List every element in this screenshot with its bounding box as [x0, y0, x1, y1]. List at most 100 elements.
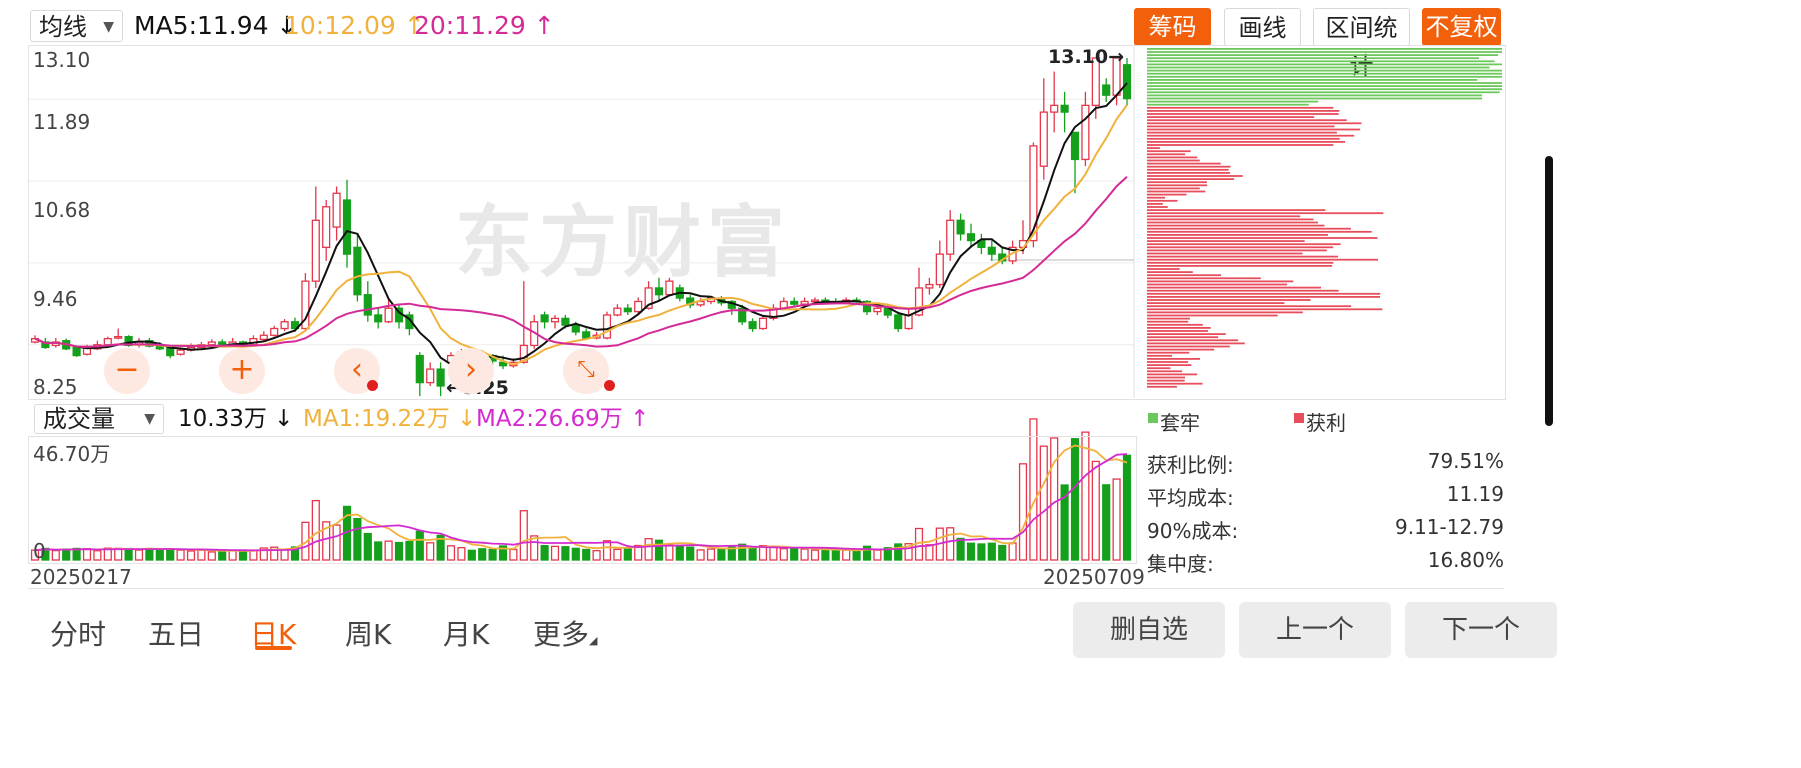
chips-button[interactable]: 筹码 [1134, 8, 1211, 46]
chip-bar [1147, 342, 1245, 345]
chip-bar [1147, 144, 1334, 146]
volume-bar [561, 546, 570, 561]
volume-bar [1091, 460, 1100, 561]
tab-daily-k[interactable]: 日K [250, 618, 297, 651]
candle-body [946, 219, 955, 255]
volume-bar [301, 521, 310, 561]
volume-bar [613, 548, 622, 561]
chip-bar [1147, 51, 1502, 53]
candle-body [270, 327, 279, 336]
candle-body [1029, 145, 1038, 242]
chip-bar [1147, 60, 1495, 63]
candle-body [1122, 64, 1132, 100]
volume-bar [530, 535, 539, 561]
volume-bar [821, 549, 830, 561]
chip-bar [1147, 224, 1325, 227]
chip-bar [1147, 79, 1478, 81]
next-button[interactable]: 下一个 [1405, 602, 1557, 658]
stat-label: 获利比例: [1147, 453, 1234, 477]
chip-bar [1147, 373, 1198, 376]
candle-body [654, 287, 664, 296]
chip-bar [1147, 327, 1211, 329]
chip-bar [1147, 305, 1352, 308]
volume-selector[interactable]: 成交量 ▼ [34, 404, 164, 434]
chip-bar [1147, 196, 1165, 199]
chevron-down-icon: ▼ [144, 411, 155, 427]
tab-monthly-k[interactable]: 月K [443, 618, 490, 651]
stat-value: 11.19 [1446, 482, 1504, 506]
chip-bar [1147, 203, 1163, 205]
volume-bar [498, 545, 508, 561]
zoom-in-button[interactable]: + [219, 348, 265, 394]
candle-body [758, 317, 768, 330]
chip-bar [1147, 351, 1190, 354]
volume-bar [353, 517, 362, 561]
chip-bar [1147, 382, 1203, 385]
volume-bar [592, 549, 601, 561]
volume-bar [384, 540, 393, 561]
candle-body [613, 307, 622, 316]
indicator-selector-label: 均线 [39, 13, 87, 41]
volume-bar [946, 527, 955, 561]
chip-bar [1147, 230, 1372, 233]
chip-bar [1147, 184, 1208, 187]
volume-bar [571, 547, 580, 561]
candle-body [540, 314, 549, 323]
candle-body [790, 300, 799, 305]
end-date: 20250709 [1043, 565, 1145, 589]
candle-body [384, 307, 393, 323]
price-tick: 13.10 [33, 48, 91, 72]
tab-intraday[interactable]: 分时 [50, 618, 107, 651]
chip-bar [1147, 134, 1355, 137]
scrollbar[interactable] [1545, 156, 1553, 426]
volume-bar [259, 547, 268, 561]
previous-button[interactable]: 上一个 [1239, 602, 1391, 658]
volume-value: 10.33万 ↓ [178, 406, 294, 432]
volume-bar [186, 550, 196, 561]
volume-ma-line [34, 453, 1128, 552]
chip-bar [1147, 193, 1187, 196]
ma5-value: MA5:11.94 ↓ [134, 11, 298, 40]
tab-more-label: 更多 [533, 618, 590, 651]
watermark: 东方财富 [455, 198, 792, 288]
volume-ma1: MA1:19.22万 ↓ [303, 406, 477, 432]
kline-panel[interactable] [28, 45, 1506, 400]
volume-bar [582, 548, 591, 561]
chevron-left-icon: ‹ [351, 352, 363, 387]
candle-body [519, 344, 528, 363]
volume-bar [706, 548, 716, 561]
chip-bar [1147, 181, 1207, 184]
candle-body [207, 341, 216, 346]
chip-bar [1147, 125, 1335, 128]
candle-body [1102, 84, 1111, 96]
volume-bar [779, 548, 788, 561]
indicator-selector[interactable]: 均线 ▼ [30, 10, 123, 42]
volume-panel[interactable] [28, 436, 1137, 564]
zoom-out-button[interactable]: − [104, 348, 150, 394]
chip-bar [1147, 286, 1321, 289]
candle-body [301, 280, 310, 330]
candle-body [1060, 104, 1069, 113]
chip-bar [1147, 234, 1328, 236]
remove-watchlist-button[interactable]: 删自选 [1073, 602, 1225, 658]
candle-body [665, 280, 674, 296]
chip-bar [1147, 63, 1502, 66]
candle-body [925, 283, 934, 289]
volume-bar [1060, 484, 1069, 561]
volume-bar [1112, 478, 1121, 561]
tab-more[interactable]: 更多◢ [533, 613, 597, 653]
reset-zoom-button[interactable]: ⤡ [563, 348, 609, 394]
no-adjust-button[interactable]: 不复权 [1422, 8, 1501, 46]
candle-body [1081, 104, 1090, 161]
volume-bar [207, 551, 216, 561]
volume-bar [322, 521, 331, 561]
interval-stats-button[interactable]: 区间统计 [1313, 8, 1410, 80]
chip-bar [1147, 345, 1230, 348]
tab-weekly-k[interactable]: 周K [345, 618, 392, 651]
volume-bar [457, 547, 466, 561]
draw-line-button[interactable]: 画线 [1224, 8, 1301, 46]
chip-bar [1147, 333, 1226, 335]
pan-right-button[interactable]: › [448, 348, 494, 394]
tab-five-day[interactable]: 五日 [148, 618, 205, 651]
